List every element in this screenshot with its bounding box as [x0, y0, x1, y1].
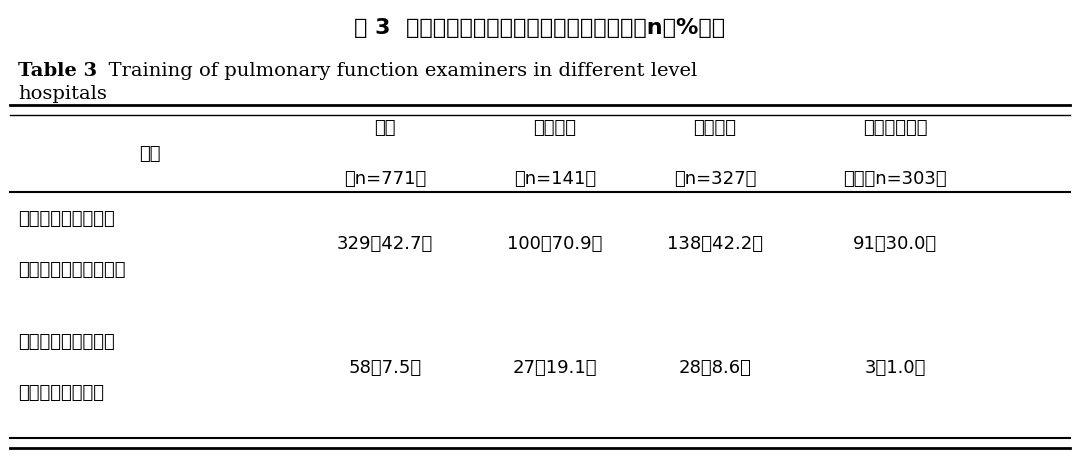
- Text: 3（1.0）: 3（1.0）: [864, 359, 926, 377]
- Text: （n=771）: （n=771）: [343, 170, 427, 188]
- Text: 58（7.5）: 58（7.5）: [349, 359, 421, 377]
- Text: 138（42.2）: 138（42.2）: [667, 235, 762, 253]
- Text: 91（30.0）: 91（30.0）: [853, 235, 937, 253]
- Text: 医院（n=303）: 医院（n=303）: [843, 170, 947, 188]
- Text: 长期培训（相关单位: 长期培训（相关单位: [18, 333, 114, 351]
- Text: Training of pulmonary function examiners in different level: Training of pulmonary function examiners…: [96, 62, 697, 80]
- Text: 培训: 培训: [139, 145, 161, 162]
- Text: （n=141）: （n=141）: [514, 170, 596, 188]
- Text: 短期培训（相关学术: 短期培训（相关学术: [18, 210, 114, 228]
- Text: 329（42.7）: 329（42.7）: [337, 235, 433, 253]
- Text: 总数: 总数: [375, 119, 395, 137]
- Text: 进行肺功能培训）: 进行肺功能培训）: [18, 384, 104, 402]
- Text: 27（19.1）: 27（19.1）: [513, 359, 597, 377]
- Text: 100（70.9）: 100（70.9）: [508, 235, 603, 253]
- Text: 会议、专题培训班等）: 会议、专题培训班等）: [18, 261, 125, 279]
- Text: hospitals: hospitals: [18, 85, 107, 103]
- Text: Table 3: Table 3: [18, 62, 97, 80]
- Text: （n=327）: （n=327）: [674, 170, 756, 188]
- Text: 表 3  不同级别医院肺功能检查人员培训情况［n（%）］: 表 3 不同级别医院肺功能检查人员培训情况［n（%）］: [354, 18, 726, 38]
- Text: 二级医院: 二级医院: [693, 119, 737, 137]
- Text: 28（8.6）: 28（8.6）: [678, 359, 752, 377]
- Text: 一级或未定级: 一级或未定级: [863, 119, 928, 137]
- Text: 三级医院: 三级医院: [534, 119, 577, 137]
